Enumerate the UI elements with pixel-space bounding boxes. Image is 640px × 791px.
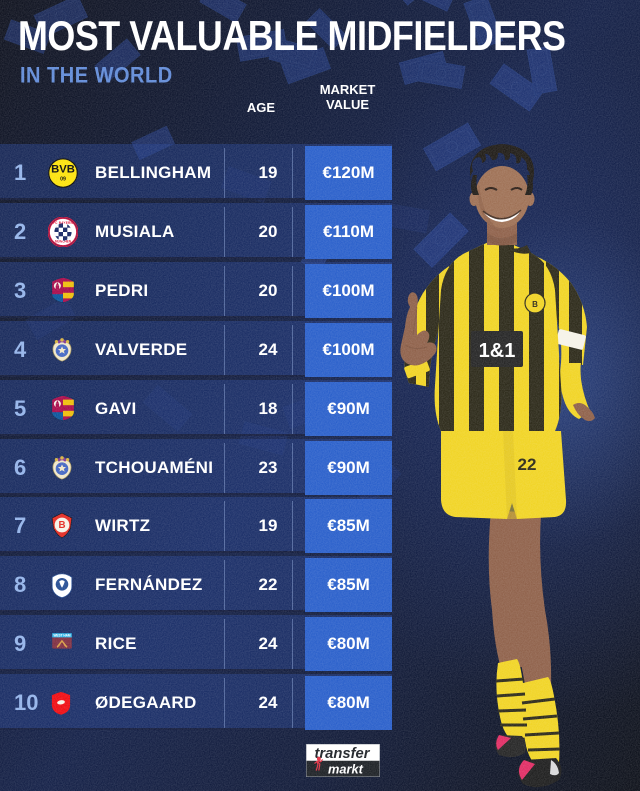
- svg-text:transfer: transfer: [315, 746, 371, 762]
- svg-text:BVB: BVB: [51, 163, 75, 175]
- svg-text:WEST HAM: WEST HAM: [53, 634, 70, 638]
- svg-text:22: 22: [518, 455, 537, 474]
- svg-text:B: B: [58, 520, 65, 531]
- svg-text:1&1: 1&1: [479, 340, 516, 362]
- svg-text:B: B: [532, 300, 538, 309]
- svg-text:09: 09: [60, 177, 66, 183]
- svg-text:markt: markt: [328, 762, 364, 777]
